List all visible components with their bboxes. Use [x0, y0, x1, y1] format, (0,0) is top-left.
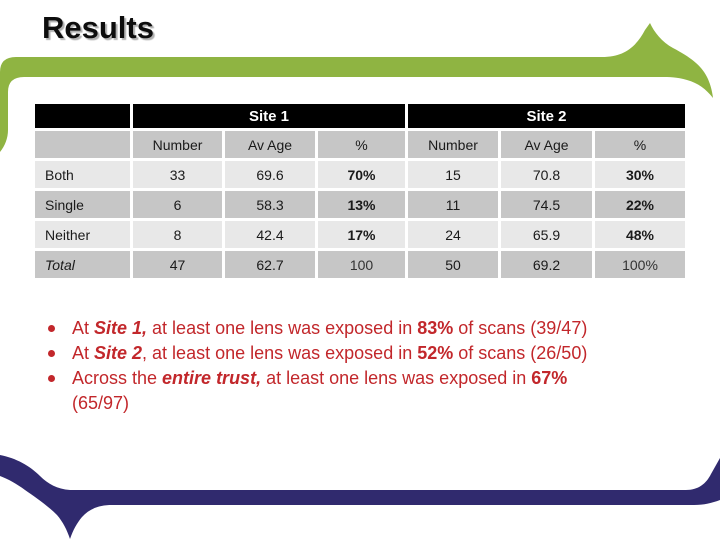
table-cell: 11: [408, 191, 498, 218]
table-cell: 62.7: [225, 251, 315, 278]
conclusion-bullets: At Site 1, at least one lens was exposed…: [46, 316, 694, 416]
table-cell: 48%: [595, 221, 685, 248]
column-header-number: Number: [408, 131, 498, 158]
column-header-number: Number: [133, 131, 222, 158]
table-cell: 47: [133, 251, 222, 278]
row-label: Single: [35, 191, 130, 218]
row-label-total: Total: [35, 251, 130, 278]
table-cell: 30%: [595, 161, 685, 188]
column-header-avage: Av Age: [501, 131, 592, 158]
bullet-item: At Site 1, at least one lens was exposed…: [46, 316, 694, 341]
navy-swoosh-bottom: [0, 455, 720, 539]
bullet-dot-icon: [48, 325, 55, 332]
table-cell: 58.3: [225, 191, 315, 218]
table-cell: 13%: [318, 191, 405, 218]
table-cell: 70%: [318, 161, 405, 188]
site2-header: Site 2: [408, 104, 685, 128]
site1-header: Site 1: [133, 104, 405, 128]
row-label: Both: [35, 161, 130, 188]
bullet-wrap-line: (65/97): [72, 393, 130, 413]
table-cell: 65.9: [501, 221, 592, 248]
table-cell: 6: [133, 191, 222, 218]
bullet-dot-icon: [48, 350, 55, 357]
slide-title: Results: [42, 10, 154, 45]
bullet-dot-icon: [48, 375, 55, 382]
bullet-item: At Site 2, at least one lens was exposed…: [46, 341, 694, 366]
table-cell: 15: [408, 161, 498, 188]
column-header-pct: %: [318, 131, 405, 158]
table-cell: 100: [318, 251, 405, 278]
table-cell: 33: [133, 161, 222, 188]
table-cell: 17%: [318, 221, 405, 248]
bullet-text: Across the entire trust, at least one le…: [72, 366, 567, 416]
table-cell: 8: [133, 221, 222, 248]
bullet-item: Across the entire trust, at least one le…: [46, 366, 694, 416]
table-cell: 22%: [595, 191, 685, 218]
row-label: Neither: [35, 221, 130, 248]
subheader-blank: [35, 131, 130, 158]
table-cell: 50: [408, 251, 498, 278]
bullet-text: At Site 2, at least one lens was exposed…: [72, 343, 588, 363]
bullet-text: At Site 1, at least one lens was exposed…: [72, 318, 588, 338]
results-table: Site 1 Site 2 Number Av Age % Number Av …: [35, 104, 685, 278]
table-cell: 74.5: [501, 191, 592, 218]
table-cell: 24: [408, 221, 498, 248]
table-cell: 69.2: [501, 251, 592, 278]
table-cell: 70.8: [501, 161, 592, 188]
column-header-avage: Av Age: [225, 131, 315, 158]
table-cell: 69.6: [225, 161, 315, 188]
column-header-pct: %: [595, 131, 685, 158]
table-cell: 100%: [595, 251, 685, 278]
table-corner-cell: [35, 104, 130, 128]
table-cell: 42.4: [225, 221, 315, 248]
